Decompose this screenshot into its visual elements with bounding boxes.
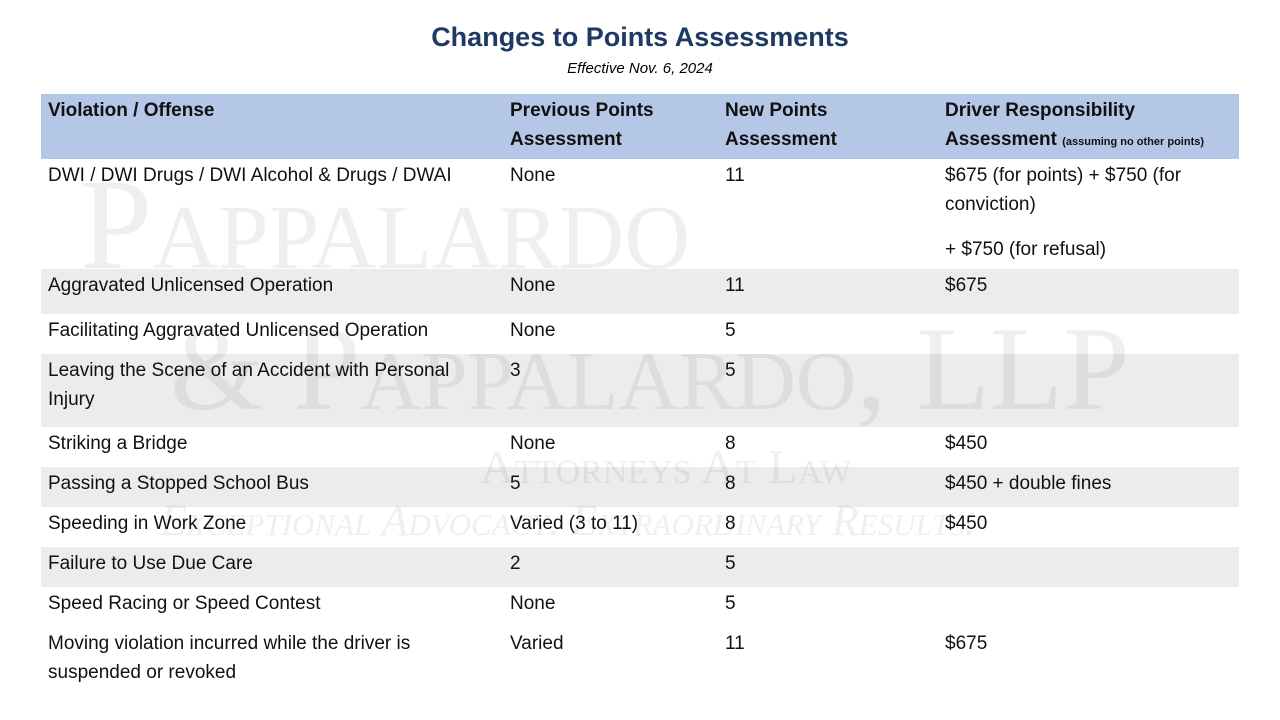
assessment-cell: $450 + double fines [938,467,1239,507]
previous-cell: None [510,165,556,186]
assessment-text: $450 [945,433,988,454]
column-header: Driver Responsibility Assessment (assumi… [938,94,1239,159]
previous-cell: Varied [510,633,564,654]
assessment-cell: $675 (for points) + $750 (for conviction… [938,159,1239,269]
header-text: New Points Assessment [725,100,837,150]
violation-cell: Striking a Bridge [48,433,188,454]
assessment-cell: $675 [938,627,1239,689]
assessment-cell: $675 [938,269,1239,314]
new-cell: 11 [725,633,745,654]
assessment-cell [938,587,1239,627]
assessment-text: $675 [945,633,988,654]
violation-cell: Speeding in Work Zone [48,513,247,534]
violation-cell: Leaving the Scene of an Accident with Pe… [41,354,503,427]
violation-cell: Aggravated Unlicensed Operation [41,269,503,314]
violation-cell: Passing a Stopped School Bus [41,467,503,507]
new-cell: 5 [718,354,938,427]
assessment-text: $450 + double fines [945,473,1112,494]
assessment-cell [938,354,1239,427]
column-header: Violation / Offense [41,94,503,159]
new-cell: 11 [725,165,745,186]
violation-cell: Moving violation incurred while the driv… [48,633,411,683]
table-row: Striking a Bridge None 8 $450 [41,427,1239,467]
table-row: Moving violation incurred while the driv… [41,627,1239,689]
title: Changes to Points Assessments [431,22,849,52]
previous-cell: None [510,320,556,341]
violation-cell: DWI / DWI Drugs / DWI Alcohol & Drugs / … [48,165,452,186]
previous-cell: 2 [503,547,718,587]
table-row: Failure to Use Due Care 2 5 [41,547,1239,587]
new-cell: 5 [725,320,736,341]
assessment-cell: $450 [938,427,1239,467]
assessment-cell [938,547,1239,587]
previous-cell: None [510,593,556,614]
new-cell: 8 [718,467,938,507]
table-row: Passing a Stopped School Bus 5 8 $450 + dou… [41,467,1239,507]
table-row: Aggravated Unlicensed Operation None 11 $67… [41,269,1239,314]
table-row: DWI / DWI Drugs / DWI Alcohol & Drugs / … [41,159,1239,269]
table-row: Facilitating Aggravated Unlicensed Opera… [41,314,1239,354]
previous-cell: Varied (3 to 11) [510,513,639,534]
previous-cell: None [503,269,718,314]
table-row: Speeding in Work Zone Varied (3 to 11) 8 $4… [41,507,1239,547]
violation-cell: Speed Racing or Speed Contest [48,593,321,614]
new-cell: 11 [718,269,938,314]
header-note: (assuming no other points) [1062,136,1205,148]
violation-cell: Facilitating Aggravated Unlicensed Opera… [48,320,429,341]
new-cell: 5 [725,593,736,614]
header-text: Violation / Offense [48,100,215,121]
assessment-text: + $750 (for refusal) [945,239,1107,260]
new-cell: 5 [718,547,938,587]
assessment-cell: $450 [938,507,1239,547]
assessment-text: $450 [945,513,988,534]
table-row: Leaving the Scene of an Accident with Pe… [41,354,1239,427]
points-table: Violation / Offense Previous Points Asses… [41,94,1239,689]
subtitle: Effective Nov. 6, 2024 [567,60,713,77]
header-text: Previous Points Assessment [510,100,654,150]
table-row: Speed Racing or Speed Contest None 5 [41,587,1239,627]
assessment-text: $675 [945,275,988,296]
header-row: Violation / Offense Previous Points Asses… [41,94,1239,159]
column-header: Previous Points Assessment [503,94,718,159]
assessment-cell [938,314,1239,354]
header-text: Driver Responsibility Assessment [945,100,1136,150]
column-header: New Points Assessment [718,94,938,159]
previous-cell: 5 [503,467,718,507]
violation-cell: Failure to Use Due Care [41,547,503,587]
previous-cell: None [510,433,556,454]
previous-cell: 3 [503,354,718,427]
new-cell: 8 [725,513,736,534]
assessment-text: $675 (for points) + $750 (for conviction… [945,165,1182,215]
new-cell: 8 [725,433,736,454]
